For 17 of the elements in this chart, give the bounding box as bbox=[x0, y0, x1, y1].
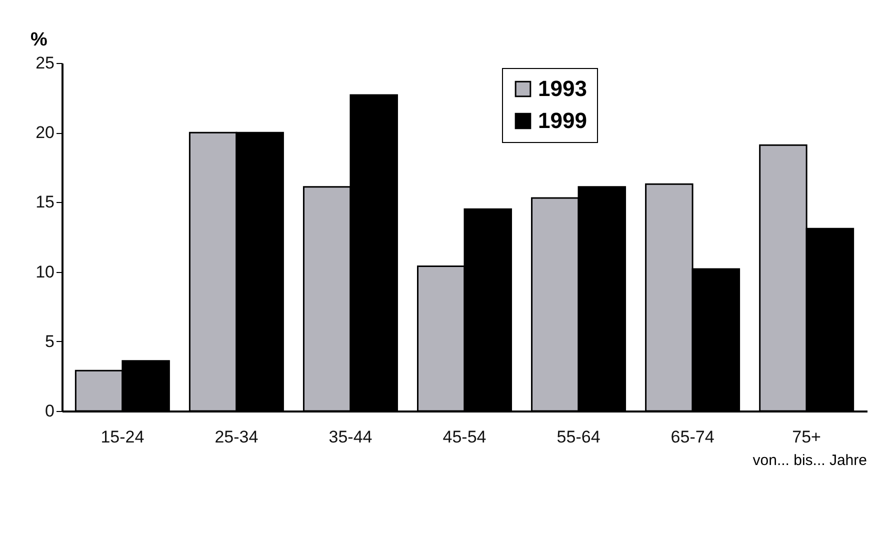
y-axis-title: % bbox=[30, 30, 48, 50]
x-axis-title: von... bis... Jahre bbox=[752, 452, 867, 469]
y-tick-label: 25 bbox=[36, 54, 54, 72]
x-tick-label: 15-24 bbox=[100, 428, 144, 446]
y-tick-label: 15 bbox=[36, 192, 54, 212]
y-tick-label: 5 bbox=[45, 332, 54, 351]
y-tick-label: 0 bbox=[45, 402, 54, 420]
y-tick-label: 20 bbox=[36, 123, 54, 142]
legend-label: 1993 bbox=[538, 76, 587, 101]
x-tick-label: 75+ bbox=[792, 428, 822, 446]
x-tick-label: 65-74 bbox=[670, 428, 714, 446]
x-tick-label: 55-64 bbox=[556, 428, 600, 446]
x-tick-label: 25-34 bbox=[214, 428, 258, 446]
x-tick-label: 45-54 bbox=[442, 428, 486, 446]
y-tick-label: 10 bbox=[36, 262, 54, 282]
legend-label: 1999 bbox=[538, 108, 587, 133]
x-tick-label: 35-44 bbox=[328, 428, 372, 446]
